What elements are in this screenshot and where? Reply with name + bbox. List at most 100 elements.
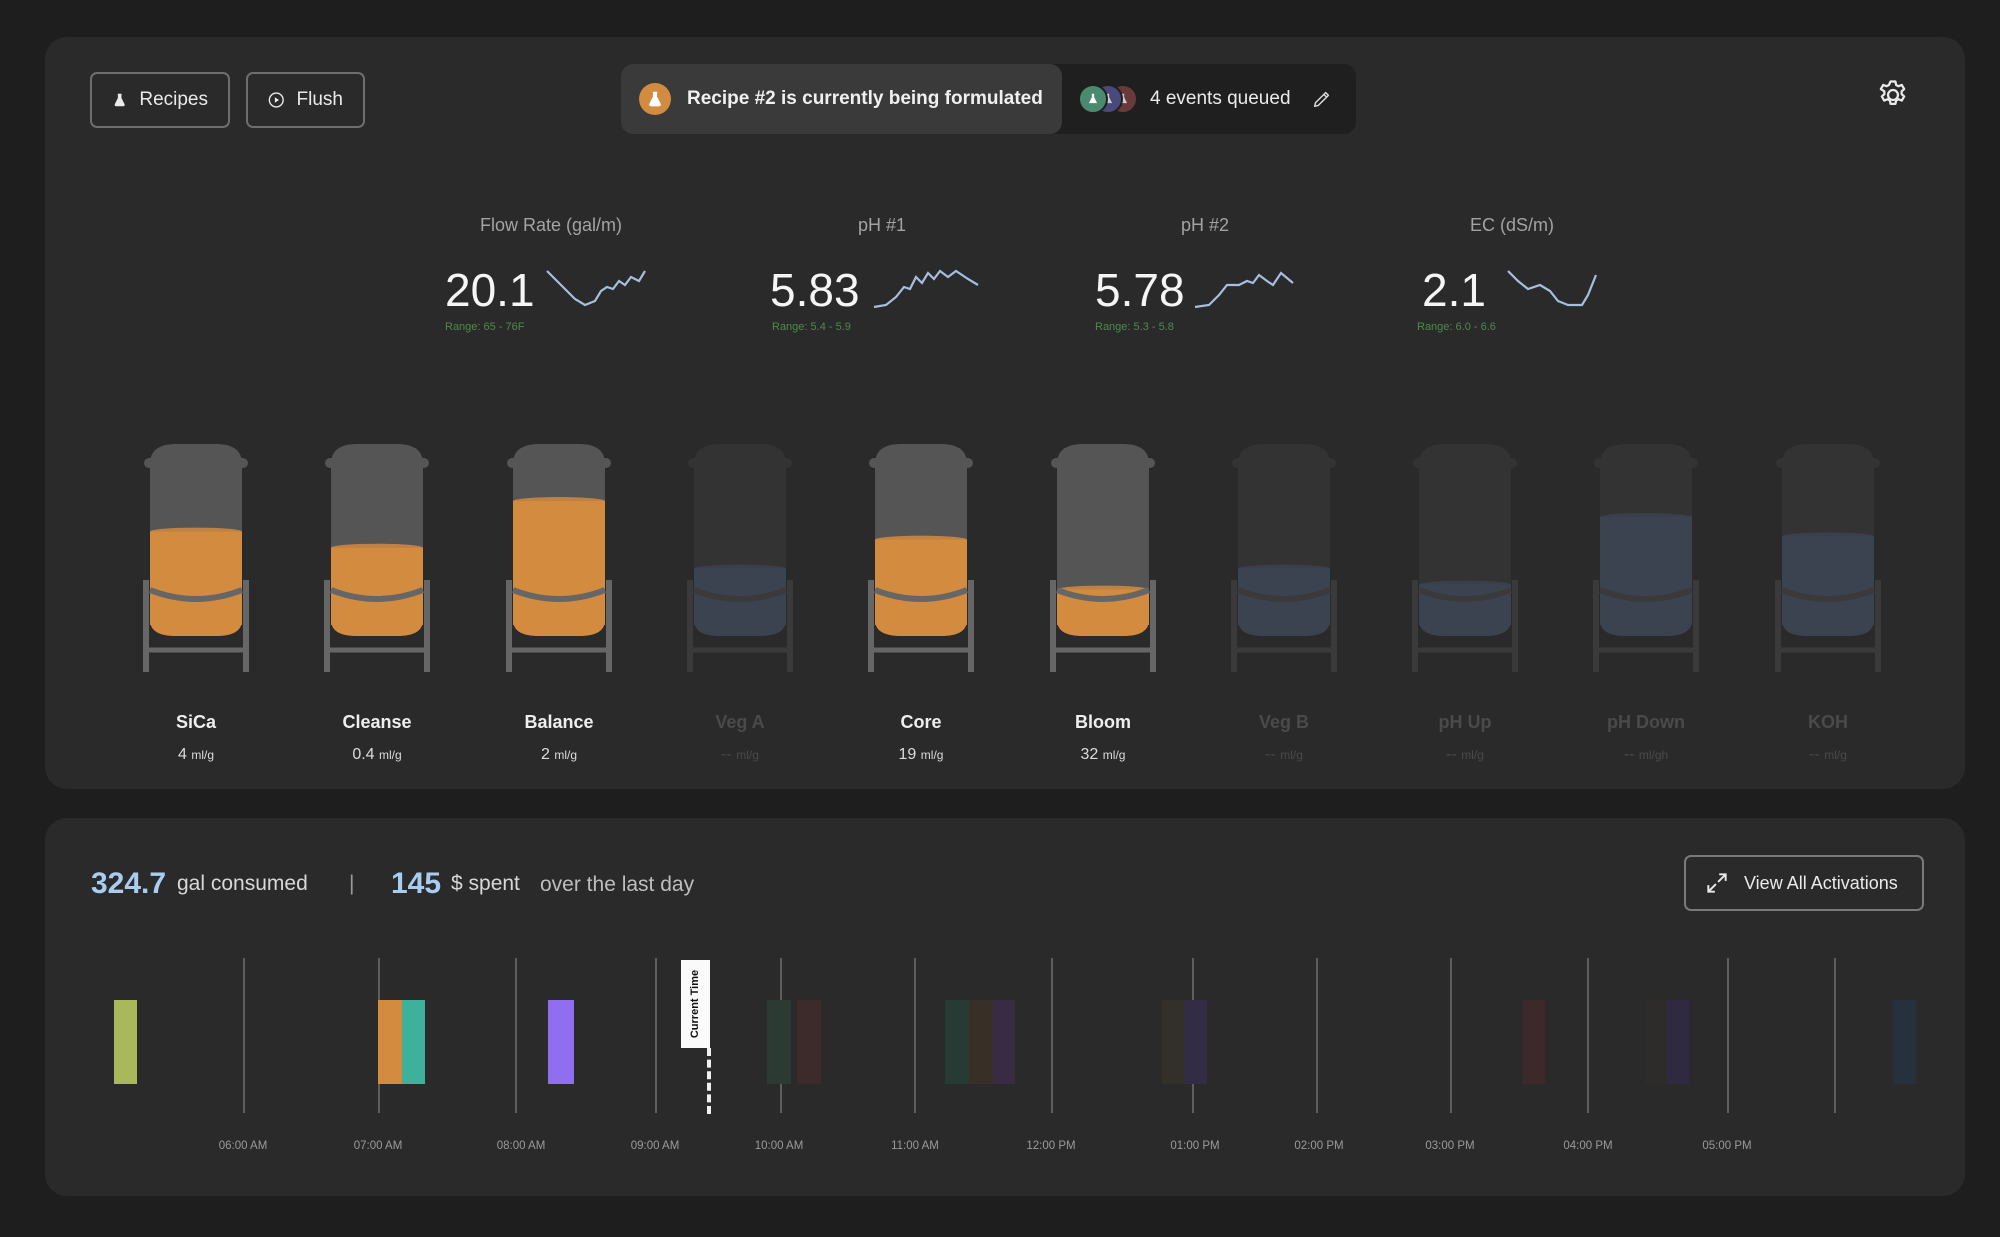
ph-2-sparkline [1194,271,1294,309]
tank-rate: -- ml/gh [1623,746,1669,763]
gear-icon[interactable] [1876,78,1910,112]
tank-veg-b[interactable] [1224,440,1344,680]
tank-rate: 32 ml/g [1080,746,1126,763]
activation-bar[interactable] [1523,1000,1545,1084]
time-tick-label: 09:00 AM [630,1140,680,1152]
pencil-icon[interactable] [1311,88,1333,110]
metric-ph-2: pH #2 5.78 Range: 5.3 - 5.8 [1085,215,1325,333]
tank-panel [45,37,1965,789]
activation-bar[interactable] [114,1000,137,1084]
ph-1-sparkline [873,269,979,309]
activation-bar[interactable] [993,1000,1015,1084]
tank-graphic [506,444,612,672]
tank-veg-a[interactable] [680,440,800,680]
time-tick-label: 06:00 AM [218,1140,268,1152]
activation-bar[interactable] [548,1000,574,1084]
recipes-button[interactable]: Recipes [90,72,230,128]
tank-balance[interactable] [499,440,619,680]
activation-bar[interactable] [945,1000,969,1084]
activation-bar[interactable] [1893,1000,1916,1084]
activation-bar[interactable] [1645,1000,1667,1084]
tank-name: KOH [1808,712,1848,732]
flush-label: Flush [296,89,343,110]
tank-bloom[interactable] [1043,440,1163,680]
activation-bar[interactable] [378,1000,402,1084]
tank-name: Veg B [1258,712,1310,732]
activation-bar[interactable] [1162,1000,1184,1084]
summary-separator: | [349,872,355,895]
metric-label: pH #2 [1180,215,1230,235]
recipes-label: Recipes [139,89,208,110]
tank-cleanse[interactable] [317,440,437,680]
metric-flow-rate: Flow Rate (gal/m) 20.1 Range: 65 - 76F [431,215,671,333]
tank-core[interactable] [861,440,981,680]
tank-rate: -- ml/g [721,746,759,763]
status-text: Recipe #2 is currently being formulated [687,88,1043,109]
metric-range: Range: 6.0 - 6.6 [1417,321,1496,333]
time-tick-label: 03:00 PM [1425,1140,1475,1152]
metric-label: pH #1 [857,215,907,235]
ec-sparkline [1507,270,1598,307]
metric-value: 20.1 [445,264,535,316]
formulation-status: Recipe #2 is currently being formulated [621,64,1062,134]
tank-koh[interactable] [1768,440,1888,680]
metric-ec: EC (dS/m) 2.1 Range: 6.0 - 6.6 [1392,215,1632,333]
gallons-consumed-label: gal consumed [177,872,308,895]
activation-bar[interactable] [1184,1000,1207,1084]
current-time-line [707,1048,711,1114]
timeline-gridline [1834,958,1836,1113]
metric-label: Flow Rate (gal/m) [479,215,623,235]
flask-status-icon [639,83,671,115]
tank-rate: 19 ml/g [898,746,944,763]
activation-bar[interactable] [1667,1000,1689,1084]
current-time-marker: Current Time [681,960,710,1048]
tank-rate: 4 ml/g [177,746,214,763]
timeline-gridline [914,958,916,1113]
tank-name: pH Up [1438,712,1492,732]
spent-value: 145 [391,867,442,900]
timeline-gridline [1587,958,1589,1113]
queued-events-stack-icon [1078,84,1138,114]
metric-ph-1: pH #1 5.83 Range: 5.4 - 5.9 [762,215,1002,333]
activation-bar[interactable] [767,1000,791,1084]
timeline-gridline [515,958,517,1113]
view-all-activations-button[interactable]: View All Activations [1684,855,1924,911]
tank-name: Veg A [715,712,765,732]
tank-ph-up[interactable] [1405,440,1525,680]
activation-bar[interactable] [969,1000,993,1084]
gallons-consumed-value: 324.7 [91,867,167,900]
tank-rate: -- ml/g [1265,746,1303,763]
queue-text: 4 events queued [1150,88,1291,109]
queue-indicator[interactable]: 4 events queued [1062,84,1333,114]
time-tick-label: 08:00 AM [496,1140,546,1152]
timeline-gridline [1051,958,1053,1113]
flush-button[interactable]: Flush [246,72,365,128]
tank-name: Cleanse [342,712,412,732]
tank-name: Core [900,712,942,732]
tank-sica[interactable] [136,440,256,680]
timeline-gridline [1727,958,1729,1113]
time-tick-label: 12:00 PM [1026,1140,1076,1152]
time-tick-label: 11:00 AM [891,1140,939,1152]
tank-graphic [1412,444,1518,672]
timeline-gridline [655,958,657,1113]
status-bar: Recipe #2 is currently being formulated … [621,64,1356,134]
tank-name: Bloom [1075,712,1131,732]
time-tick-label: 02:00 PM [1294,1140,1344,1152]
time-tick-label: 10:00 AM [754,1140,804,1152]
current-time-label: Current Time [689,969,702,1039]
tank-ph-down[interactable] [1586,440,1706,680]
activation-bar[interactable] [402,1000,425,1084]
spent-label: $ spent [451,872,520,895]
metric-range: Range: 5.3 - 5.8 [1095,321,1174,333]
play-circle-icon [268,92,284,108]
metric-label: EC (dS/m) [1469,215,1554,235]
tank-rate: 2 ml/g [540,746,577,763]
time-tick-label: 05:00 PM [1702,1140,1752,1152]
metric-range: Range: 65 - 76F [445,321,525,333]
activation-bar[interactable] [797,1000,821,1084]
view-all-label: View All Activations [1744,872,1898,893]
metric-range: Range: 5.4 - 5.9 [772,321,851,333]
time-tick-label: 07:00 AM [353,1140,403,1152]
expand-icon [1707,873,1727,893]
